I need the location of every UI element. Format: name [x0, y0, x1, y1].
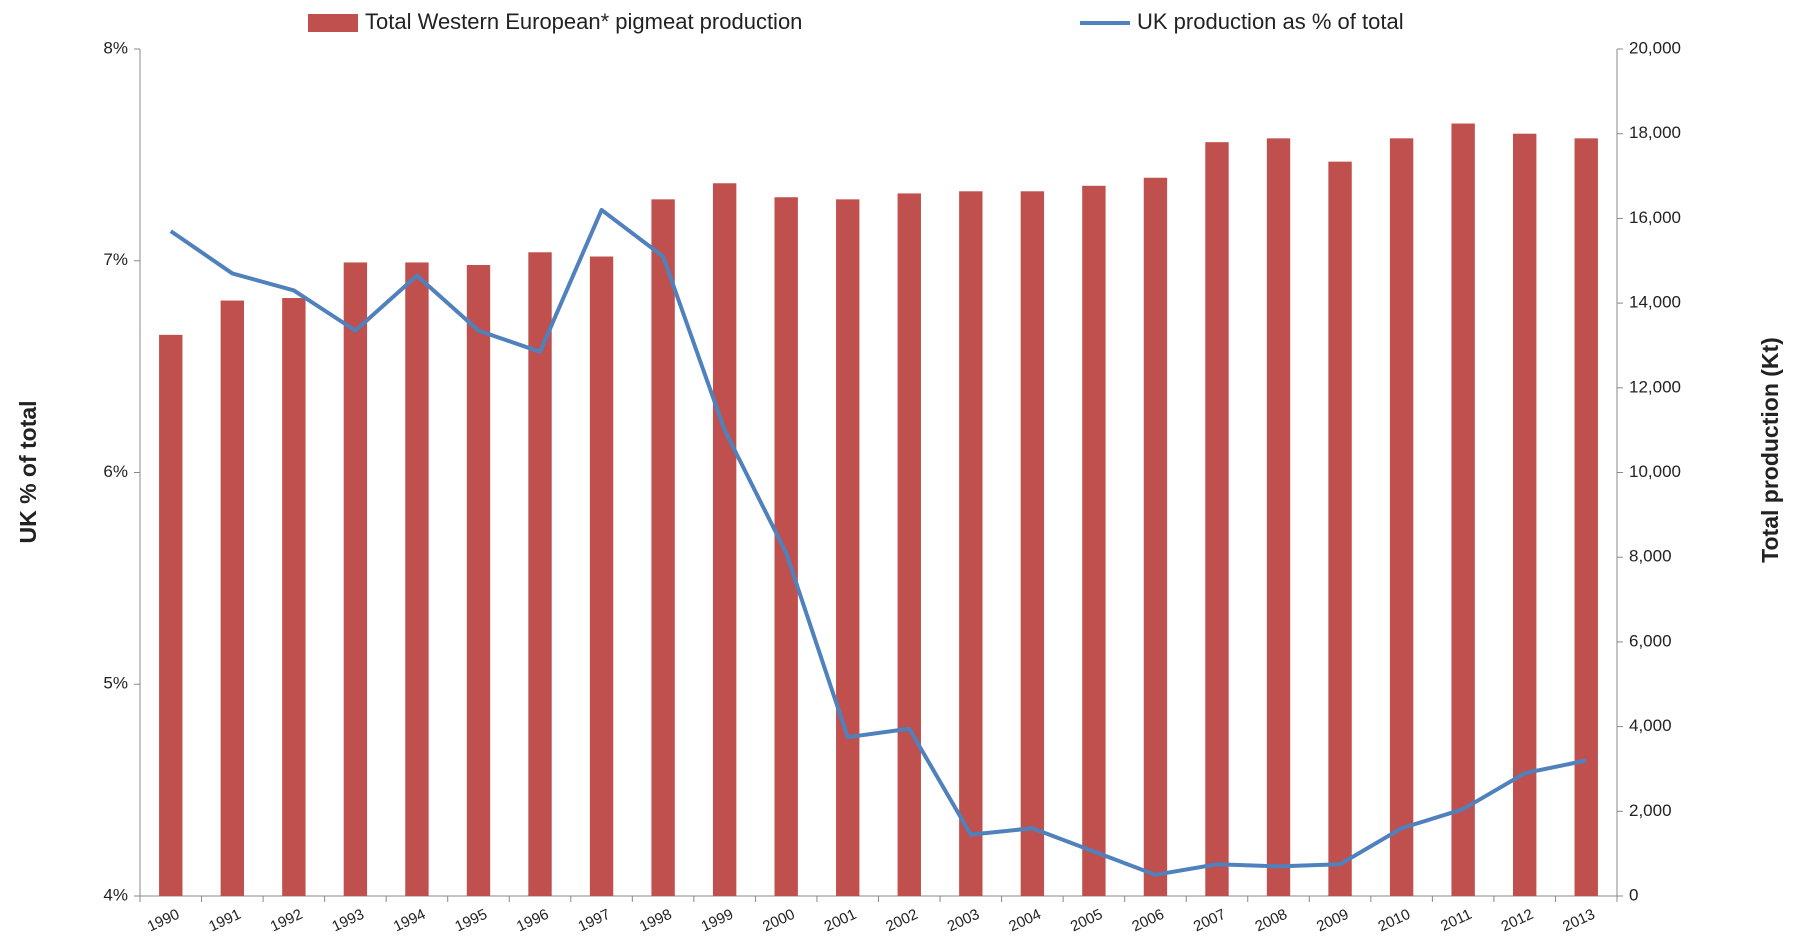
y2-tick-label: 20,000 — [1629, 38, 1681, 57]
x-tick-label: 2006 — [1129, 906, 1166, 936]
y-tick-label: 5% — [103, 674, 128, 693]
y-tick-label: 4% — [103, 885, 128, 904]
x-tick-label: 2009 — [1314, 906, 1351, 936]
x-tick-label: 2013 — [1560, 906, 1597, 936]
x-tick-label: 2003 — [945, 906, 982, 936]
bar — [220, 300, 245, 897]
bar — [1512, 133, 1537, 896]
bar — [1143, 177, 1168, 896]
x-tick-label: 2012 — [1499, 906, 1536, 936]
y2-tick-label: 16,000 — [1629, 208, 1681, 227]
x-tick-label: 2005 — [1068, 906, 1105, 936]
x-tick-label: 2011 — [1438, 906, 1474, 935]
y2-tick-label: 4,000 — [1629, 716, 1672, 735]
line — [169, 207, 1587, 877]
bar — [1266, 138, 1291, 896]
x-tick-label: 2001 — [822, 906, 859, 936]
y-axis-title: UK % of total — [15, 400, 41, 543]
x-tick-label: 2007 — [1191, 906, 1228, 936]
bar — [712, 183, 737, 896]
y2-tick-label: 0 — [1629, 885, 1638, 904]
bar — [1328, 161, 1352, 896]
x-tick-label: 2004 — [1006, 906, 1043, 936]
bar — [1020, 191, 1045, 896]
x-tick-label: 1999 — [699, 906, 736, 936]
y2-tick-label: 14,000 — [1629, 293, 1681, 312]
y-tick-label: 8% — [103, 38, 128, 57]
x-tick-label: 2000 — [760, 906, 797, 936]
y2-axis-title: Total production (Kt) — [1757, 337, 1783, 563]
x-tick-label: 1990 — [145, 906, 182, 936]
bar — [1389, 138, 1414, 896]
bar — [1082, 185, 1106, 896]
bar — [528, 252, 552, 896]
bar — [651, 199, 675, 896]
y-tick-label: 6% — [103, 462, 128, 481]
x-tick-label: 1998 — [637, 906, 674, 936]
y2-tick-label: 2,000 — [1629, 801, 1672, 820]
bar — [466, 264, 491, 896]
bar — [589, 256, 614, 896]
x-tick-label: 1993 — [329, 906, 366, 936]
x-tick-label: 2008 — [1252, 906, 1289, 936]
x-tick-label: 2002 — [883, 906, 920, 936]
legend-label: UK production as % of total — [1137, 9, 1404, 34]
bar — [897, 193, 921, 896]
bar — [159, 334, 183, 896]
y2-tick-label: 12,000 — [1629, 377, 1681, 396]
x-tick-label: 1992 — [268, 906, 305, 936]
y-tick-label: 7% — [103, 250, 128, 269]
bar — [836, 199, 860, 896]
y2-tick-label: 10,000 — [1629, 462, 1681, 481]
y2-tick-label: 18,000 — [1629, 123, 1681, 142]
legend-label: Total Western European* pigmeat producti… — [365, 9, 802, 34]
legend-swatch — [308, 14, 358, 32]
x-tick-label: 1997 — [575, 906, 612, 936]
bar — [1451, 123, 1475, 896]
bar — [343, 262, 368, 897]
bar — [774, 197, 798, 897]
y2-tick-label: 6,000 — [1629, 631, 1672, 650]
bar — [959, 191, 983, 896]
x-tick-label: 1991 — [206, 906, 243, 936]
bar — [1574, 138, 1598, 896]
y2-tick-label: 8,000 — [1629, 547, 1672, 566]
x-tick-label: 1996 — [514, 906, 551, 936]
x-tick-label: 2010 — [1376, 906, 1413, 936]
bar — [405, 262, 429, 897]
bar — [1205, 142, 1229, 897]
x-tick-label: 1995 — [452, 906, 489, 936]
bar — [282, 298, 306, 896]
x-tick-label: 1994 — [391, 906, 428, 936]
